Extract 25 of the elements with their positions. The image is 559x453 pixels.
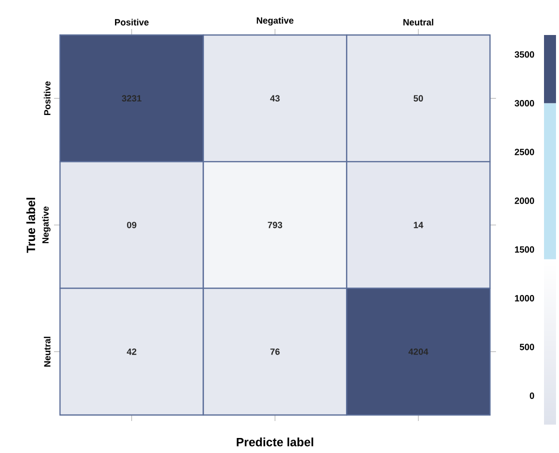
x-tick-label: Neutral [403,18,434,26]
y-tick-label: Positive [44,81,50,115]
color-bar-label: 2500 [514,148,534,156]
y-axis-title: True label [26,198,36,253]
data-label: 3231 [122,95,142,102]
data-label: 793 [268,222,282,228]
data-label: 50 [414,95,423,102]
data-label: 14 [414,222,424,228]
data-label: 42 [126,348,136,355]
color-bar-label: 3500 [514,51,534,58]
data-label: 76 [270,348,280,355]
data-label: 4204 [408,348,428,355]
color-bar-label: 2000 [514,198,534,204]
color-bar-label: 1500 [515,246,534,253]
x-axis-title: Predicte label [236,438,314,446]
color-bar-label: 500 [520,344,534,350]
y-tick-label: Neutral [44,336,50,367]
data-label: 09 [127,222,136,228]
data-label: 43 [270,95,280,102]
color-bar-label: 0 [530,392,534,399]
x-tick-label: Negative [256,17,294,26]
x-tick-label: Positive [115,18,149,26]
y-tick-label: Negative [42,206,50,244]
color-bar-label: 1000 [515,295,534,302]
color-bar-label: 3000 [514,100,534,106]
